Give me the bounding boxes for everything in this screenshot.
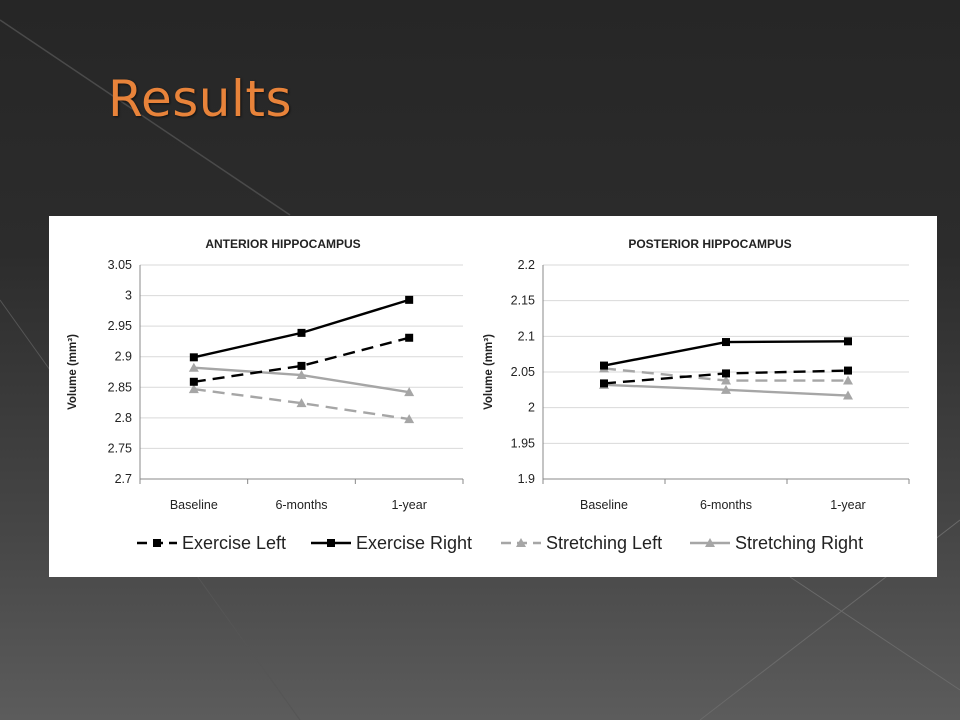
legend-label: Exercise Right [356,533,472,553]
y-tick-label: 2 [528,401,535,415]
y-tick-label: 3 [125,289,132,303]
data-point [405,333,414,342]
series-exercise-right [600,337,852,370]
series-exercise-left [189,333,414,386]
y-tick-label: 2.05 [511,365,535,379]
legend-item-stretching-left: Stretching Left [501,533,662,553]
x-tick-label: Baseline [170,498,218,512]
legend-item-stretching-right: Stretching Right [690,533,863,553]
x-tick-label: Baseline [580,498,628,512]
data-point [189,377,198,386]
data-point [404,387,415,397]
y-tick-label: 2.85 [108,380,132,394]
figure-panel: ANTERIOR HIPPOCAMPUS 2.7 2.75 2.8 2.85 2.9 2.9… [49,216,937,577]
data-point [721,384,731,394]
data-point [188,362,199,372]
legend-marker [327,539,335,547]
legend-marker [516,538,526,547]
data-point [722,338,730,347]
series-stretching-left [188,384,415,424]
slide-title: Results [108,70,293,128]
y-tick-label: 2.15 [511,294,535,308]
data-point [189,353,198,362]
data-point [600,379,608,388]
y-tick-label: 2.2 [518,258,535,272]
data-point [722,369,730,378]
chart-title: POSTERIOR HIPPOCAMPUS [628,237,791,251]
y-tick-label: 1.95 [511,436,535,450]
legend-label: Stretching Left [546,533,662,553]
data-point [296,398,307,408]
data-point [405,295,414,304]
y-axis-label: Volume (mm³) [67,334,79,410]
legend: Exercise Left Exercise Right Stretching Le… [137,533,863,553]
x-tick-label: 1-year [830,498,865,512]
data-point [404,414,415,424]
data-point [721,375,731,385]
chart-panel-1: ANTERIOR HIPPOCAMPUS 2.7 2.75 2.8 2.85 2.9 2.9… [67,237,464,512]
data-point [843,390,853,400]
legend-item-exercise-right: Exercise Right [311,533,472,553]
series-exercise-left [600,366,852,388]
figure-chart: ANTERIOR HIPPOCAMPUS 2.7 2.75 2.8 2.85 2.9 2.9… [67,237,910,553]
y-axis-label: Volume (mm³) [483,334,495,410]
data-point [188,384,199,394]
y-tick-label: 2.7 [115,472,132,486]
series-stretching-right [188,362,415,397]
data-point [844,337,852,346]
y-tick-label: 3.05 [108,258,132,272]
data-point [297,361,306,370]
x-tick-label: 1-year [391,498,426,512]
legend-label: Stretching Right [735,533,863,553]
data-point [843,375,853,385]
legend-marker [705,538,715,547]
data-point [296,370,307,380]
data-point [844,366,852,375]
y-tick-label: 2.9 [115,350,132,364]
legend-item-exercise-left: Exercise Left [137,533,286,553]
bg-diagonal-line [789,576,960,691]
y-tick-label: 1.9 [518,472,535,486]
chart-title: ANTERIOR HIPPOCAMPUS [205,237,360,251]
series-line-exercise-right [193,298,410,359]
data-point [600,361,608,370]
chart-panel-2: POSTERIOR HIPPOCAMPUS 1.9 1.95 2 2.05 2.1 2.15… [483,237,910,512]
x-tick-label: 6-months [700,498,752,512]
y-tick-label: 2.95 [108,319,132,333]
bg-diagonal-line [0,19,291,216]
series-line-stretching-left [193,387,410,421]
series-exercise-right [189,295,414,362]
x-tick-label: 6-months [275,498,327,512]
y-tick-label: 2.75 [108,441,132,455]
legend-label: Exercise Left [182,533,286,553]
y-tick-label: 2.8 [115,411,132,425]
data-point [297,328,306,337]
y-tick-label: 2.1 [518,329,535,343]
legend-marker [153,539,161,547]
